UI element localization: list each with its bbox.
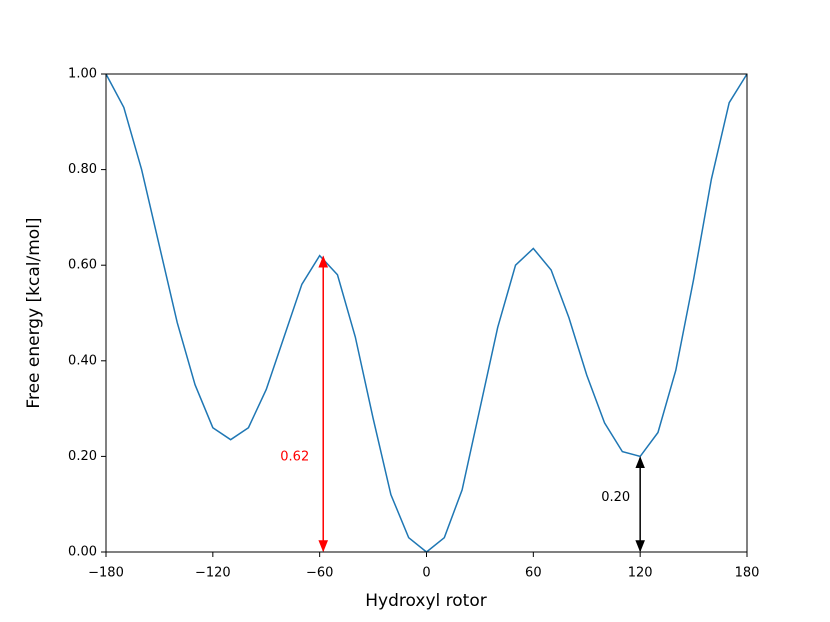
x-tick-label: 60 (525, 566, 542, 581)
y-tick-label: 0.40 (68, 353, 97, 368)
x-tick-label: 120 (628, 566, 653, 581)
annotation-label: 0.62 (280, 450, 309, 465)
y-tick-label: 0.00 (68, 545, 97, 560)
x-tick-label: 180 (735, 566, 760, 581)
y-tick-label: 0.80 (68, 162, 97, 177)
data-line (105, 73, 748, 553)
y-tick-label: 1.00 (68, 67, 97, 82)
plot-frame (105, 73, 748, 553)
annotation-label: 0.20 (601, 490, 630, 505)
x-tick-label: 0 (422, 566, 430, 581)
x-tick-label: −120 (195, 566, 231, 581)
y-tick-label: 0.60 (68, 258, 97, 273)
x-axis-label: Hydroxyl rotor (365, 591, 486, 611)
y-tick-label: 0.20 (68, 449, 97, 464)
x-tick-label: −60 (306, 566, 333, 581)
x-tick-label: −180 (88, 566, 124, 581)
y-axis-label: Free energy [kcal/mol] (24, 217, 44, 408)
